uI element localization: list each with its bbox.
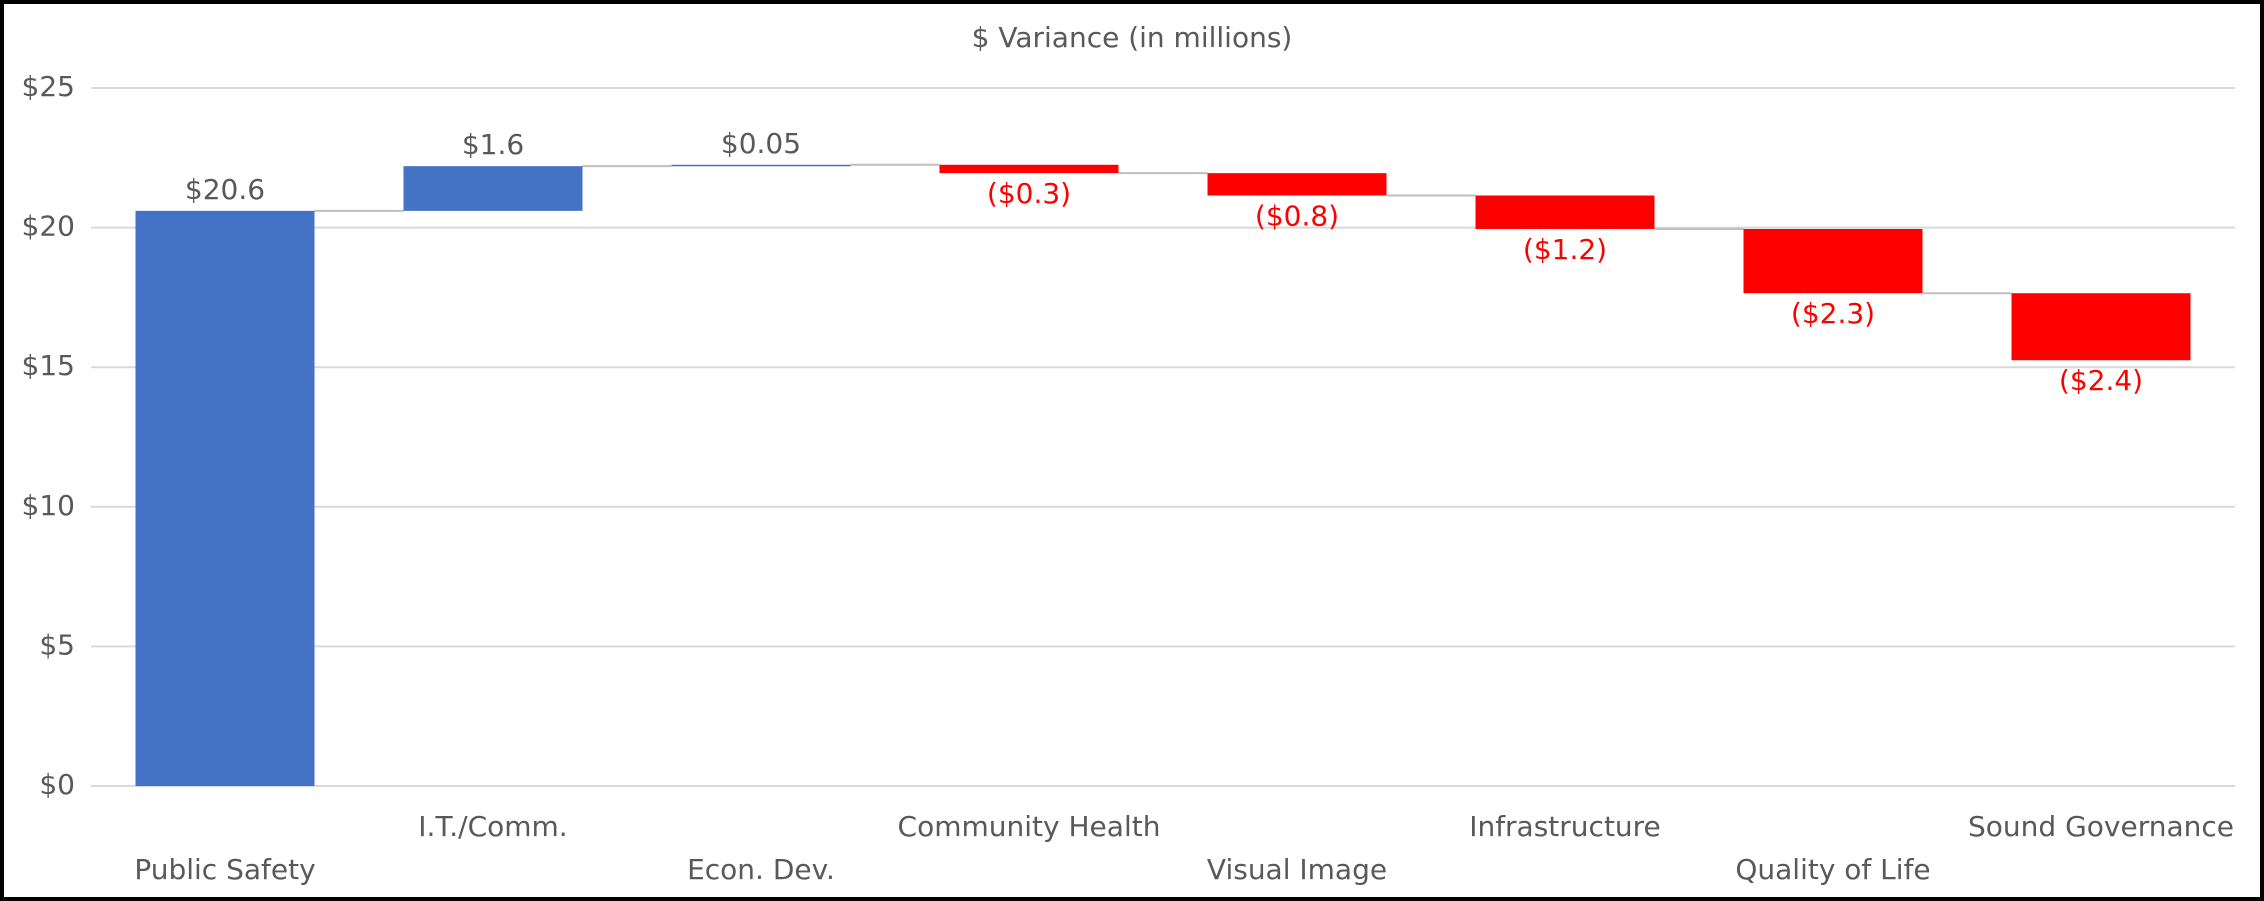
x-tick-label: Visual Image — [1207, 853, 1387, 886]
x-tick-label: Econ. Dev. — [687, 853, 835, 886]
data-label: $20.6 — [185, 173, 265, 206]
data-label: $0.05 — [721, 127, 801, 160]
data-label: $1.6 — [462, 128, 524, 161]
bar — [1475, 195, 1655, 229]
y-tick-label: $25 — [22, 70, 75, 103]
y-tick-label: $5 — [39, 628, 75, 661]
bar — [135, 210, 315, 786]
data-label: ($0.8) — [1255, 199, 1339, 232]
y-tick-label: $0 — [39, 768, 75, 801]
bar — [1207, 173, 1387, 196]
data-label: ($2.4) — [2059, 364, 2143, 397]
data-label: ($1.2) — [1523, 233, 1607, 266]
bar — [2011, 293, 2191, 361]
y-tick-label: $20 — [22, 210, 75, 243]
data-label: ($0.3) — [987, 177, 1071, 210]
x-tick-label: Quality of Life — [1735, 853, 1930, 886]
x-tick-label: Infrastructure — [1469, 810, 1661, 843]
x-tick-label: Sound Governance — [1968, 810, 2234, 843]
chart-title: $ Variance (in millions) — [972, 21, 1293, 54]
data-label: ($2.3) — [1791, 297, 1875, 330]
x-tick-label: Community Health — [898, 810, 1161, 843]
bar — [671, 164, 851, 167]
y-tick-label: $15 — [22, 349, 75, 382]
x-tick-label: I.T./Comm. — [418, 810, 567, 843]
bar — [403, 166, 583, 211]
bar — [939, 164, 1119, 174]
bar — [1743, 228, 1923, 294]
y-tick-label: $10 — [22, 489, 75, 522]
x-tick-label: Public Safety — [134, 853, 315, 886]
